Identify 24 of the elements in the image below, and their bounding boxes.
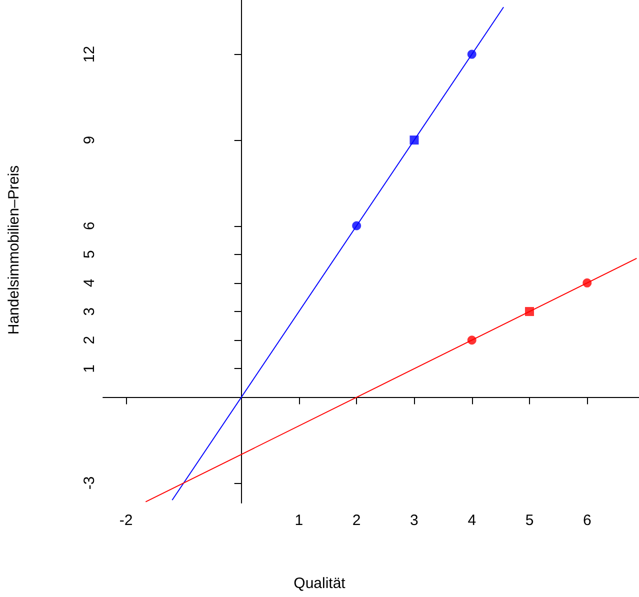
point — [467, 50, 476, 59]
x-tick-label: 3 — [410, 512, 418, 529]
point — [352, 221, 362, 230]
y-axis-title: Handelsimmobilien–Preis — [6, 165, 22, 335]
y-tick-label: -3 — [81, 476, 98, 490]
y-tick-label: 12 — [81, 46, 98, 63]
y-tick-label: 5 — [81, 250, 98, 259]
y-tick-label: 1 — [81, 364, 98, 373]
x-axis-title: Qualität — [294, 575, 346, 592]
y-tick-label: 3 — [81, 307, 98, 316]
point — [524, 307, 534, 316]
point — [467, 336, 476, 345]
y-tick-label: 6 — [81, 222, 98, 230]
y-tick-label: 9 — [81, 136, 98, 144]
x-tick-label: 1 — [294, 512, 304, 529]
x-tick-label: -2 — [119, 512, 133, 529]
point — [410, 136, 419, 145]
point — [582, 278, 592, 288]
x-tick-label: 4 — [468, 512, 476, 529]
x-tick-label: 2 — [352, 512, 361, 529]
y-tick-label: 2 — [81, 336, 98, 344]
y-tick-label: 4 — [81, 278, 98, 288]
x-tick-label: 5 — [525, 512, 534, 529]
x-tick-label: 6 — [582, 512, 592, 529]
